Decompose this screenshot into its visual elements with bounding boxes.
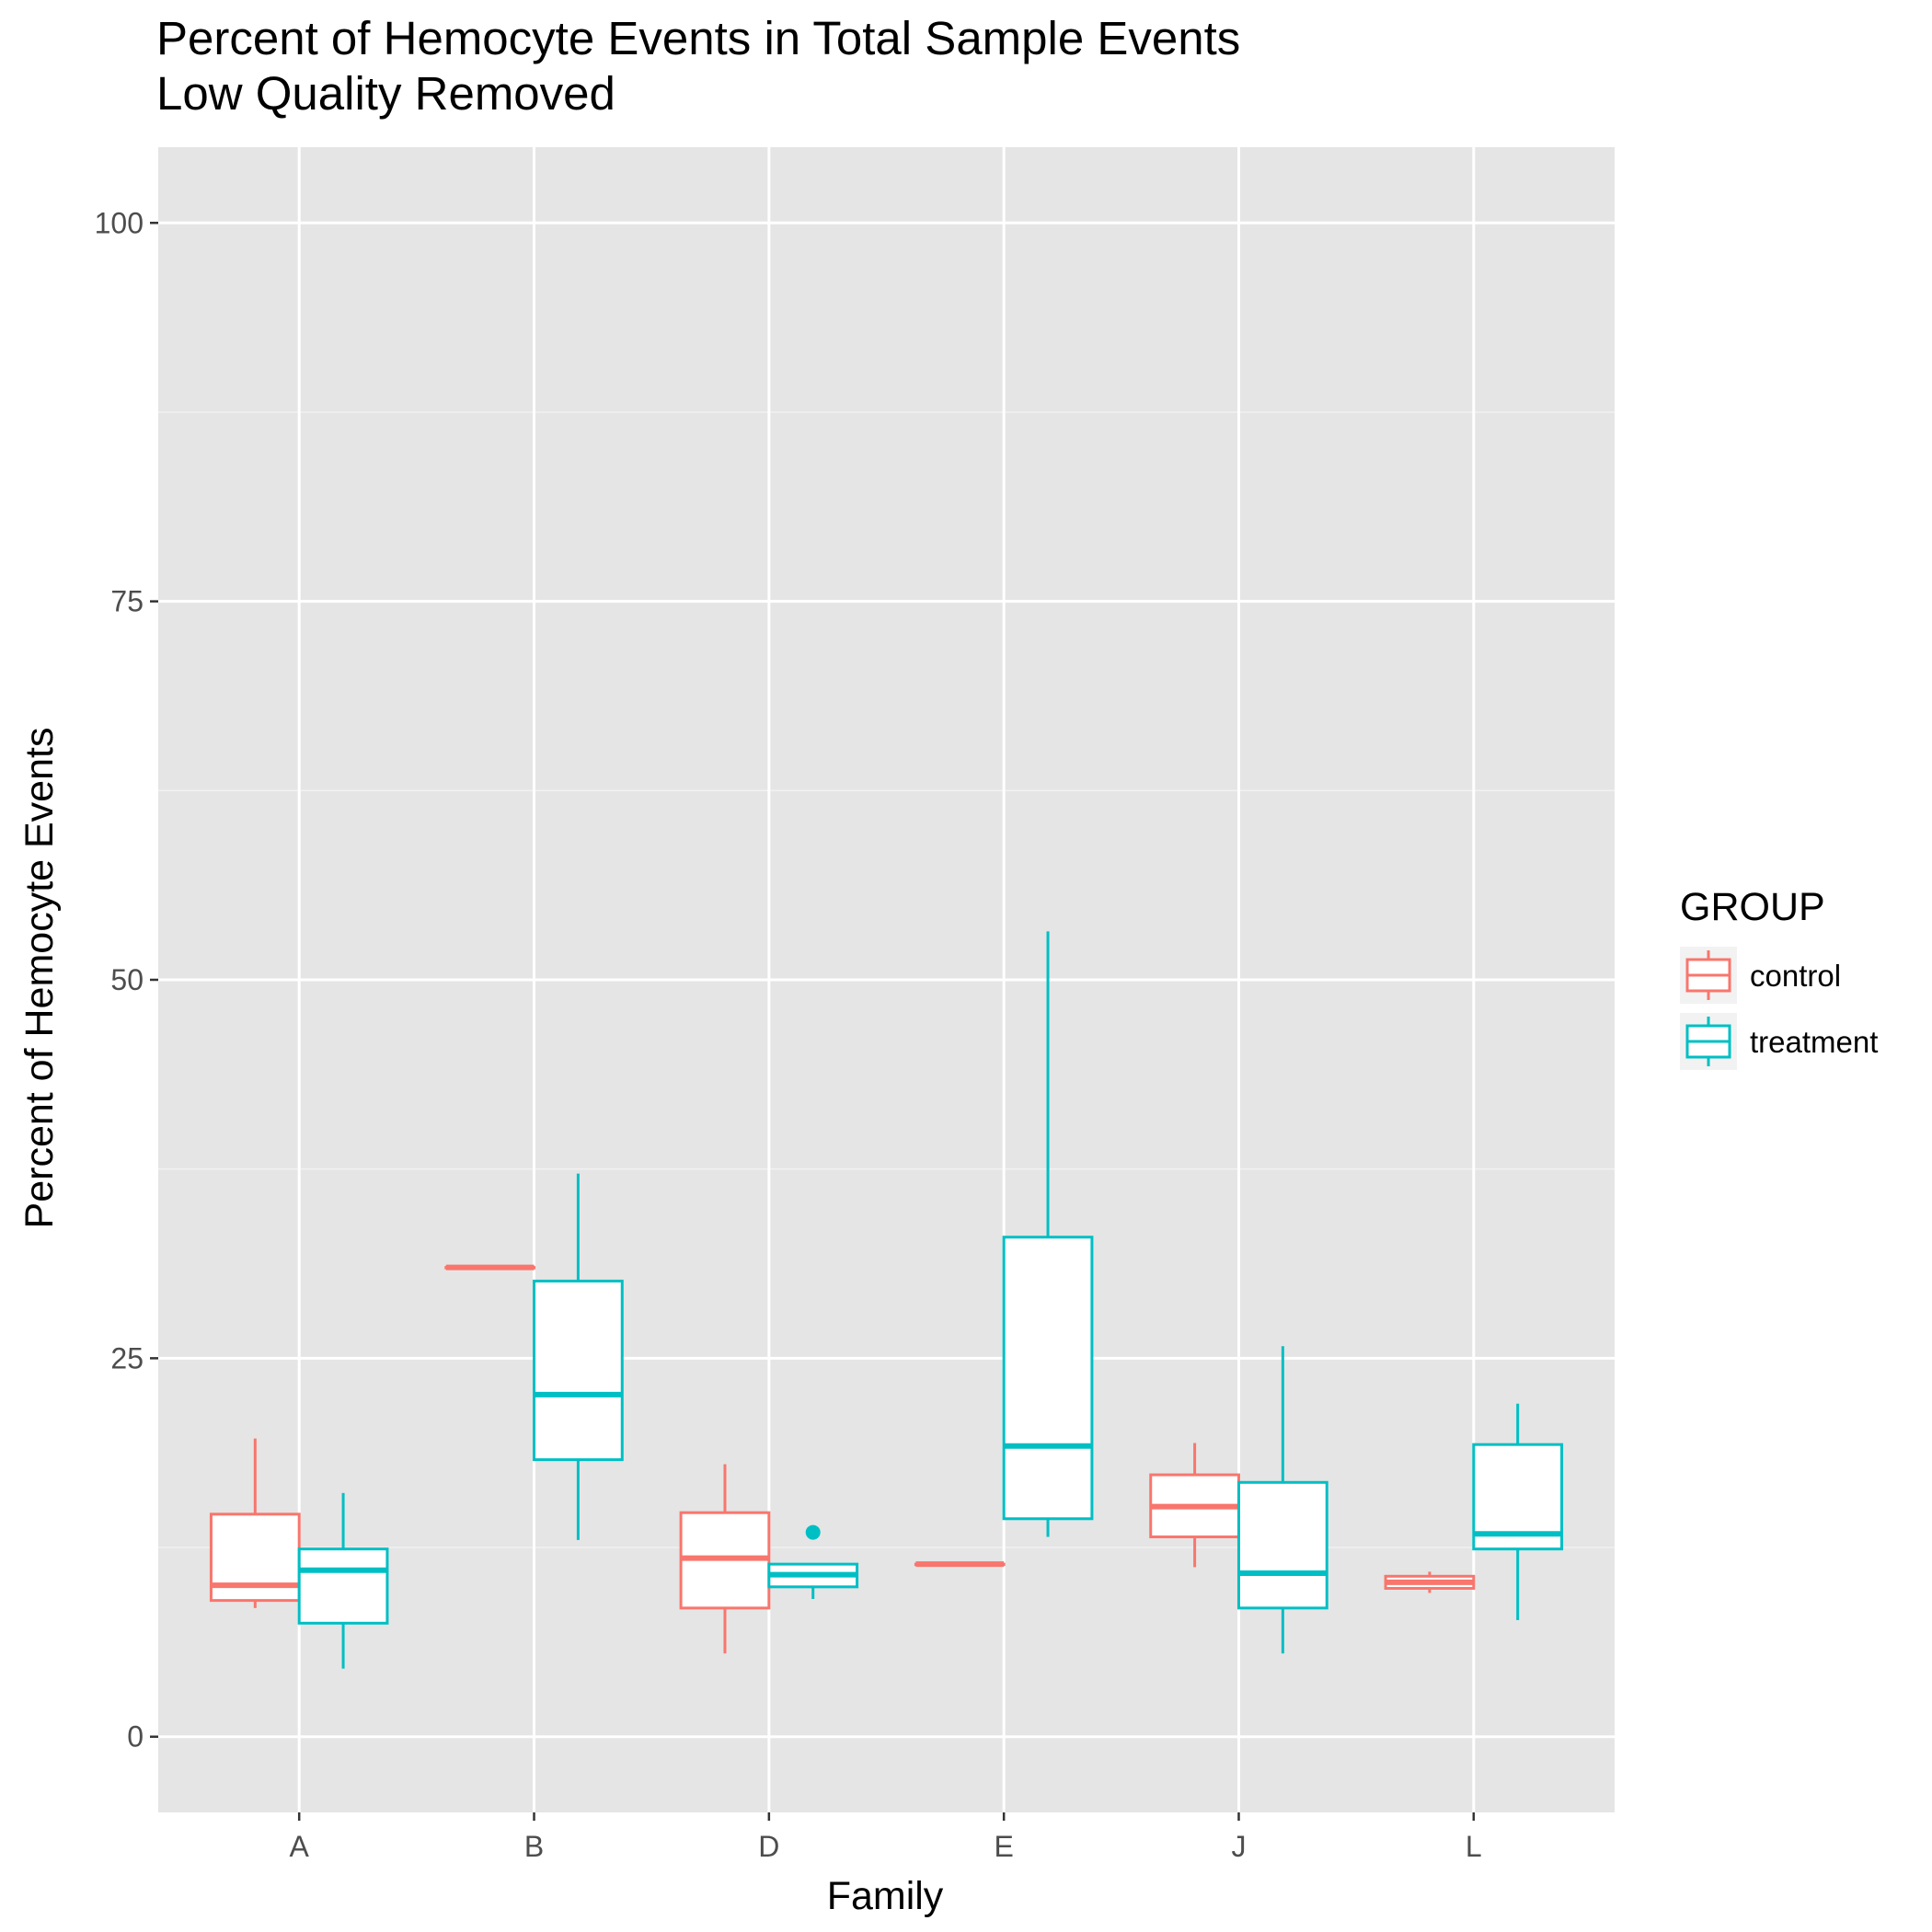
boxplot-treatment-E bbox=[1002, 931, 1094, 1537]
legend-key-treatment bbox=[1680, 1013, 1737, 1070]
x-tick-label: J bbox=[1231, 1830, 1246, 1863]
legend: GROUP control treatment bbox=[1680, 885, 1878, 1070]
x-tick-label: B bbox=[524, 1830, 544, 1863]
x-tick-label: E bbox=[994, 1830, 1013, 1863]
box bbox=[1002, 1236, 1094, 1521]
x-axis-title: Family bbox=[827, 1874, 944, 1918]
y-tick-label: 50 bbox=[110, 963, 144, 996]
outlier-point bbox=[805, 1524, 821, 1540]
x-tick-label: A bbox=[290, 1830, 310, 1863]
boxplot-control-E bbox=[914, 1561, 1006, 1568]
chart-subtitle: Low Quality Removed bbox=[156, 67, 615, 120]
legend-key-control bbox=[1680, 947, 1737, 1004]
boxplot-treatment-D bbox=[767, 1524, 859, 1599]
legend-label: control bbox=[1750, 959, 1841, 993]
y-tick-label: 25 bbox=[110, 1341, 144, 1374]
boxplot-control-J bbox=[1149, 1443, 1240, 1568]
boxplot-treatment-A bbox=[297, 1492, 389, 1669]
box bbox=[533, 1279, 624, 1462]
boxplot-treatment-L bbox=[1472, 1403, 1564, 1621]
chart-title: Percent of Hemocyte Events in Total Samp… bbox=[156, 12, 1240, 64]
boxplot-control-L bbox=[1384, 1571, 1476, 1593]
x-tick-label: L bbox=[1466, 1830, 1482, 1863]
box bbox=[1236, 1480, 1328, 1610]
boxplot-control-D bbox=[679, 1464, 771, 1654]
legend-label: treatment bbox=[1750, 1025, 1878, 1059]
boxplot-control-A bbox=[209, 1438, 301, 1608]
y-axis-title: Percent of Hemocyte Events bbox=[17, 728, 62, 1229]
box bbox=[297, 1547, 389, 1625]
legend-title: GROUP bbox=[1680, 885, 1825, 929]
y-tick-label: 0 bbox=[127, 1720, 144, 1754]
boxplot-treatment-J bbox=[1236, 1346, 1328, 1654]
boxplot-treatment-B bbox=[533, 1173, 624, 1540]
x-tick-label: D bbox=[758, 1830, 779, 1863]
y-tick-label: 100 bbox=[95, 206, 144, 239]
y-tick-label: 75 bbox=[110, 585, 144, 618]
boxplot-control-B bbox=[444, 1264, 536, 1271]
plot-panel bbox=[158, 147, 1615, 1812]
